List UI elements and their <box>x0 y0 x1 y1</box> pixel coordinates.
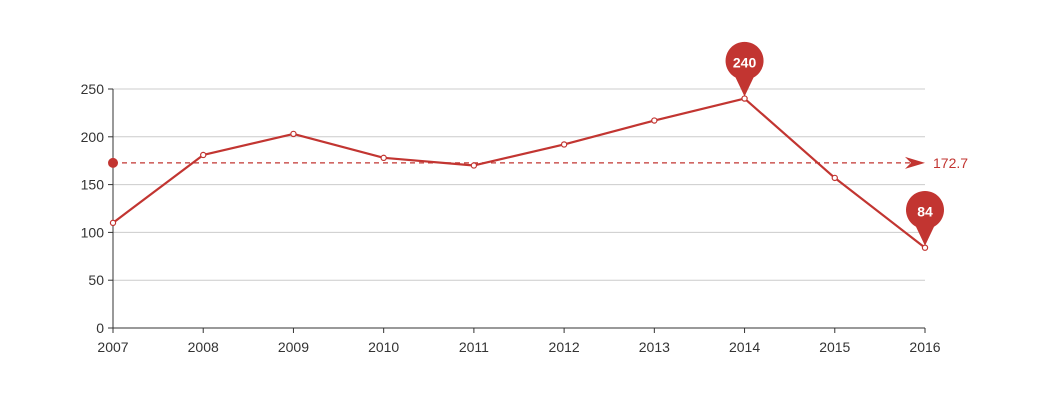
data-point <box>921 244 929 251</box>
x-tick-label: 2008 <box>188 339 219 355</box>
series-line-path <box>112 97 926 249</box>
y-tick-label: 250 <box>81 81 105 97</box>
x-tick-label: 2010 <box>368 339 399 355</box>
mark-pins: 240 84 <box>725 41 944 246</box>
x-tick-label: 2014 <box>729 339 760 355</box>
axes: 0 50 100 150 200 250 2007 2008 2009 2010 2011 2012 2… <box>81 81 941 355</box>
pin-label: 84 <box>917 204 933 220</box>
data-point <box>470 162 478 169</box>
grid-lines <box>113 88 925 281</box>
data-points <box>109 95 929 251</box>
x-tick-label: 2015 <box>819 339 850 355</box>
data-point <box>831 174 838 182</box>
average-line-arrow <box>905 156 925 169</box>
mark-pin-min: 84 <box>906 190 944 246</box>
data-point <box>741 95 748 102</box>
y-tick-label: 100 <box>81 224 105 240</box>
y-tick-label: 150 <box>81 177 105 193</box>
x-tick-label: 2007 <box>97 339 128 355</box>
data-point <box>380 154 387 162</box>
pin-shape <box>725 41 764 97</box>
x-tick-label: 2009 <box>278 339 309 355</box>
x-tick-label: 2011 <box>459 339 489 355</box>
data-point <box>290 130 297 138</box>
x-tick-label: 2016 <box>909 339 940 355</box>
pin-shape <box>906 190 944 246</box>
pin-label: 240 <box>733 55 757 71</box>
y-tick-label: 200 <box>81 129 105 145</box>
average-line-label: 172.7 <box>933 155 968 171</box>
series-line <box>112 97 926 249</box>
mark-pin-max: 240 <box>725 41 764 97</box>
y-tick-label: 0 <box>96 320 104 336</box>
data-point <box>109 219 117 227</box>
x-tick-label: 2012 <box>549 339 580 355</box>
data-point <box>651 117 658 124</box>
average-mark-line: 172.7 <box>108 155 968 171</box>
data-point <box>200 151 207 159</box>
y-tick-label: 50 <box>88 272 104 288</box>
data-point <box>560 141 568 148</box>
x-tick-label: 2013 <box>639 339 670 355</box>
